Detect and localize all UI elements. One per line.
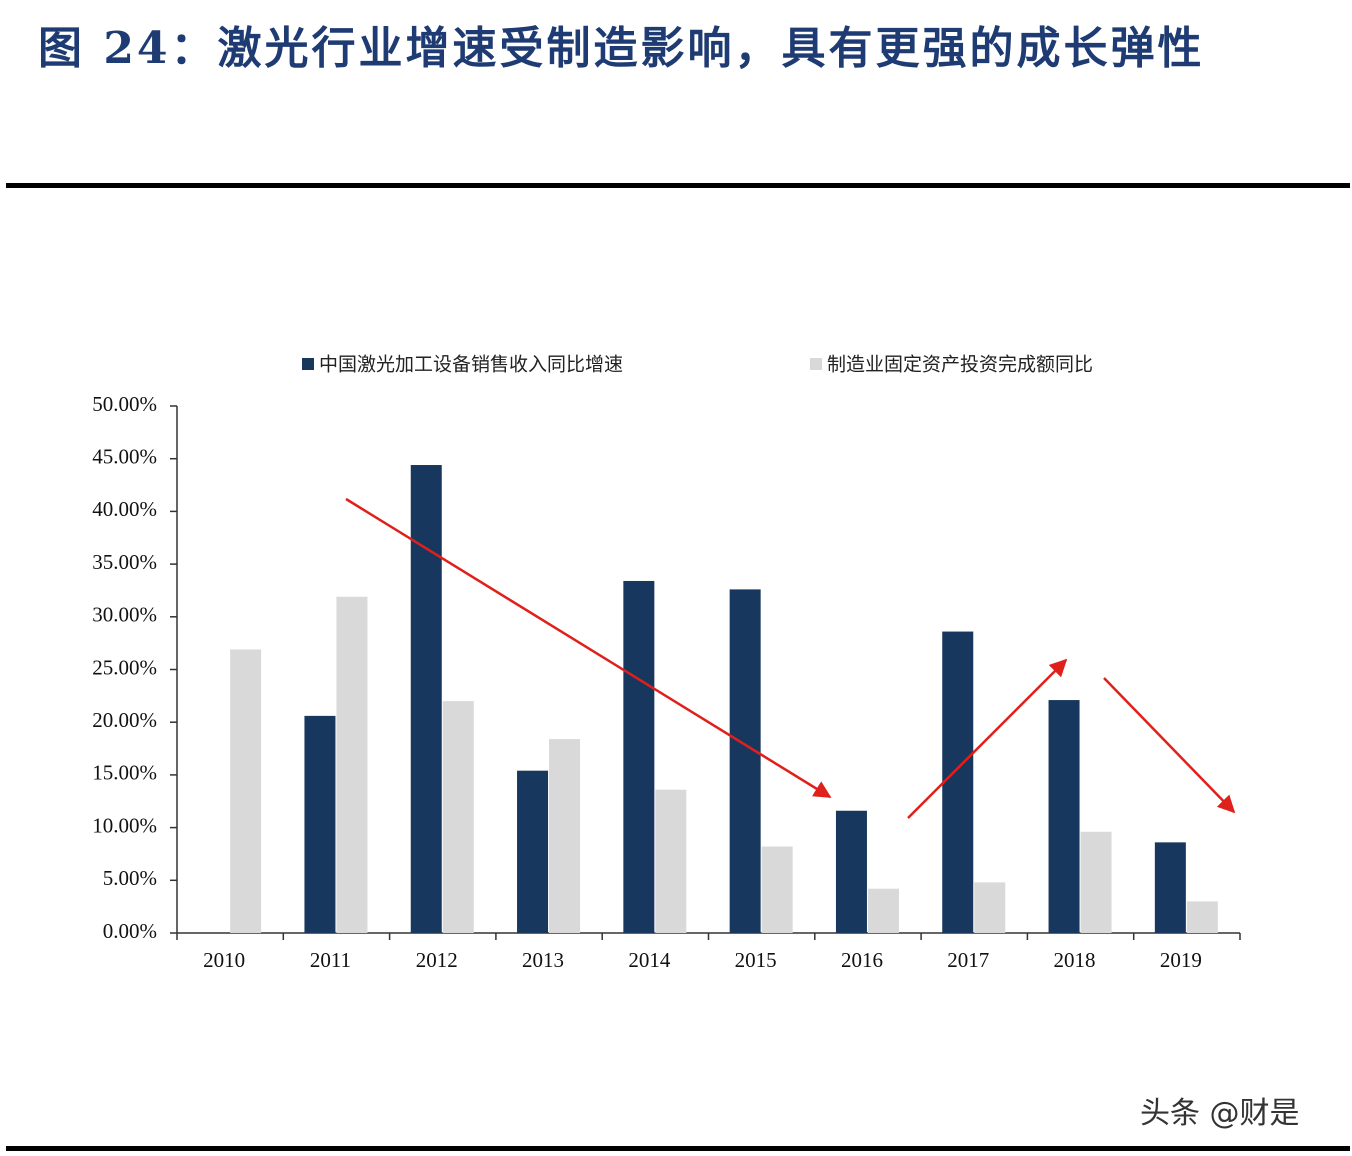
x-tick-label: 2015	[735, 948, 777, 972]
bar	[729, 589, 761, 933]
y-tick-label: 10.00%	[92, 813, 157, 837]
arrow	[345, 497, 832, 799]
top-rule	[6, 183, 1350, 188]
y-tick-label: 35.00%	[92, 550, 157, 574]
bar	[623, 580, 655, 933]
x-tick-label: 2017	[947, 948, 989, 972]
y-tick-label: 45.00%	[92, 445, 157, 469]
bar	[304, 715, 336, 933]
y-tick-label: 20.00%	[92, 708, 157, 732]
y-tick-label: 40.00%	[92, 497, 157, 521]
y-tick-label: 15.00%	[92, 761, 157, 785]
x-tick-label: 2019	[1160, 948, 1202, 972]
arrow	[1103, 677, 1236, 814]
x-tick-label: 2012	[416, 948, 458, 972]
legend-label: 制造业固定资产投资完成额同比	[827, 354, 1093, 376]
legend-swatch	[810, 358, 822, 370]
bar	[761, 846, 793, 933]
annotation-arrows	[345, 497, 1236, 819]
bottom-rule	[6, 1146, 1350, 1151]
bar	[442, 701, 474, 933]
x-tick-label: 2014	[628, 948, 671, 972]
x-tick-label: 2016	[841, 948, 883, 972]
bar	[974, 882, 1006, 933]
bar	[867, 888, 899, 933]
bar	[835, 810, 867, 933]
watermark: 头条 @财是	[1140, 1096, 1300, 1131]
bar	[336, 596, 368, 933]
bar	[1154, 842, 1186, 933]
bar	[410, 465, 442, 933]
bar	[1186, 901, 1218, 933]
x-tick-label: 2011	[310, 948, 351, 972]
y-tick-label: 0.00%	[103, 919, 157, 943]
x-tick-label: 2010	[203, 948, 245, 972]
bar	[1080, 831, 1112, 933]
title: 图 24：激光行业增速受制造影响，具有更强的成长弹性	[38, 23, 1205, 74]
y-tick-label: 50.00%	[92, 392, 157, 416]
legend-swatch	[302, 358, 314, 370]
bar	[655, 789, 687, 933]
arrow	[907, 658, 1068, 819]
y-tick-label: 30.00%	[92, 603, 157, 627]
bar	[1048, 700, 1080, 933]
bar	[517, 770, 549, 933]
x-tick-label: 2018	[1054, 948, 1096, 972]
bar	[549, 739, 581, 933]
y-tick-label: 5.00%	[103, 866, 157, 890]
bar	[942, 631, 974, 933]
bar	[230, 649, 262, 933]
y-tick-label: 25.00%	[92, 655, 157, 679]
x-tick-label: 2013	[522, 948, 564, 972]
legend-label: 中国激光加工设备销售收入同比增速	[319, 354, 623, 376]
